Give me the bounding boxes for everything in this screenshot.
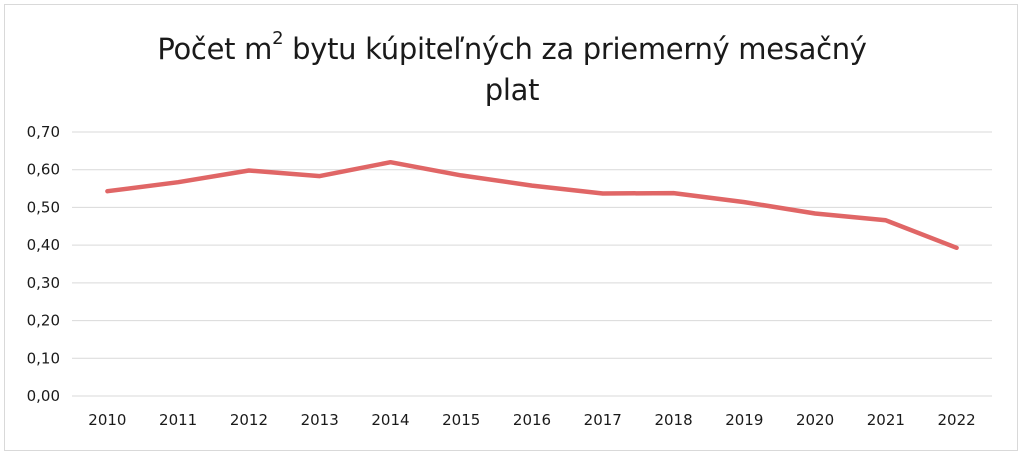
x-tick-label: 2013	[301, 411, 339, 429]
x-tick-label: 2021	[867, 411, 905, 429]
title-part-m: Počet m	[157, 32, 273, 66]
y-tick-label: 0,10	[27, 349, 60, 367]
y-tick-label: 0,00	[27, 387, 60, 405]
series-line	[105, 159, 959, 251]
chart-title-line-2: plat	[484, 73, 540, 107]
y-tick-label: 0,20	[27, 312, 60, 330]
chart-frame: Počet m2 bytu kúpiteľných za priemerný m…	[4, 4, 1018, 451]
gridlines	[72, 131, 992, 397]
y-tick-label: 0,30	[27, 274, 60, 292]
y-tick-label: 0,70	[27, 123, 60, 141]
x-tick-label: 2011	[159, 411, 197, 429]
x-tick-label: 2017	[584, 411, 622, 429]
x-tick-label: 2020	[796, 411, 834, 429]
x-tick-label: 2012	[230, 411, 268, 429]
x-tick-label: 2016	[513, 411, 551, 429]
y-tick-label: 0,50	[27, 198, 60, 216]
y-tick-label: 0,40	[27, 236, 60, 254]
x-axis-tick-labels: 2010 2011 2012 2013 2014 2015 2016 2017 2018 2019…	[88, 411, 975, 429]
x-tick-label: 2015	[442, 411, 480, 429]
y-axis-tick-labels: 0,00 0,10 0,20 0,30 0,40 0,50 0,60 0,70	[27, 123, 60, 405]
series-layer	[105, 159, 959, 251]
title-superscript: 2	[272, 28, 284, 50]
x-tick-label: 2014	[371, 411, 409, 429]
chart-title: Počet m2 bytu kúpiteľných za priemerný m…	[5, 29, 1019, 111]
x-tick-label: 2022	[938, 411, 976, 429]
title-part-rest: bytu kúpiteľných za priemerný mesačný	[283, 32, 867, 66]
x-tick-label: 2010	[88, 411, 126, 429]
y-tick-label: 0,60	[27, 161, 60, 179]
x-tick-label: 2019	[725, 411, 763, 429]
chart-title-line-1: Počet m2 bytu kúpiteľných za priemerný m…	[5, 29, 1019, 70]
x-tick-label: 2018	[654, 411, 692, 429]
